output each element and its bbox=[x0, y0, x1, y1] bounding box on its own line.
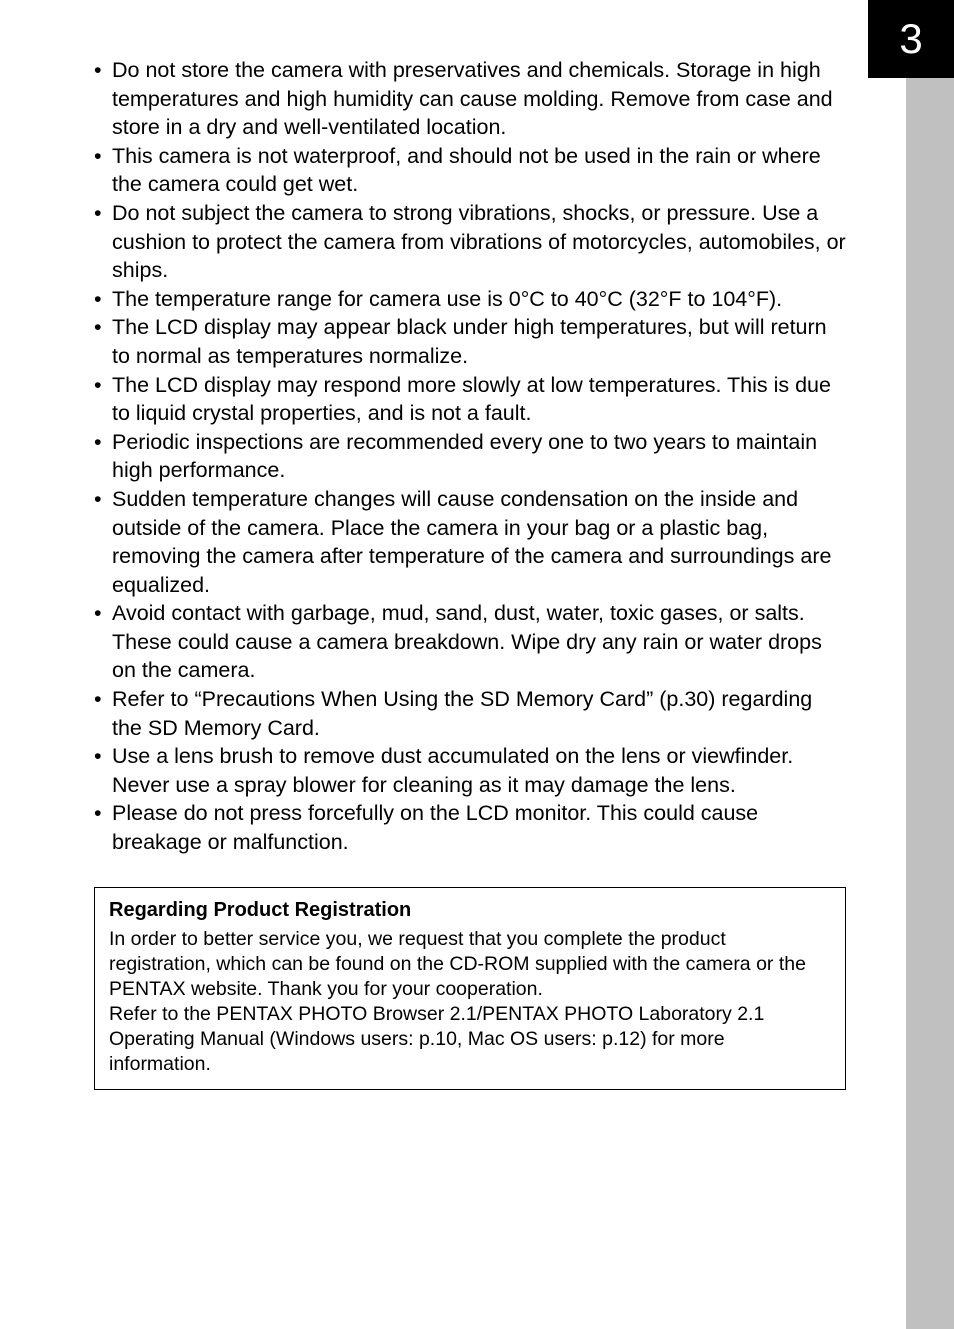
list-item: Do not store the camera with preservativ… bbox=[94, 56, 846, 142]
list-item: Refer to “Precautions When Using the SD … bbox=[94, 685, 846, 742]
list-item: Use a lens brush to remove dust accumula… bbox=[94, 742, 846, 799]
page-number: 3 bbox=[899, 15, 922, 63]
registration-body-2: Refer to the PENTAX PHOTO Browser 2.1/PE… bbox=[109, 1002, 831, 1077]
list-item: This camera is not waterproof, and shoul… bbox=[94, 142, 846, 199]
list-item: The LCD display may respond more slowly … bbox=[94, 371, 846, 428]
page: 3 Do not store the camera with preservat… bbox=[0, 0, 954, 1329]
registration-box: Regarding Product Registration In order … bbox=[94, 887, 846, 1090]
side-band bbox=[906, 0, 954, 1329]
list-item: Please do not press forcefully on the LC… bbox=[94, 799, 846, 856]
list-item: The temperature range for camera use is … bbox=[94, 285, 846, 314]
registration-body-1: In order to better service you, we reque… bbox=[109, 927, 831, 1002]
list-item: The LCD display may appear black under h… bbox=[94, 313, 846, 370]
content-area: Do not store the camera with preservativ… bbox=[94, 56, 846, 1090]
registration-title: Regarding Product Registration bbox=[109, 898, 831, 924]
page-number-tab: 3 bbox=[868, 0, 954, 78]
list-item: Sudden temperature changes will cause co… bbox=[94, 485, 846, 599]
list-item: Avoid contact with garbage, mud, sand, d… bbox=[94, 599, 846, 685]
bullet-list: Do not store the camera with preservativ… bbox=[94, 56, 846, 857]
list-item: Do not subject the camera to strong vibr… bbox=[94, 199, 846, 285]
list-item: Periodic inspections are recommended eve… bbox=[94, 428, 846, 485]
